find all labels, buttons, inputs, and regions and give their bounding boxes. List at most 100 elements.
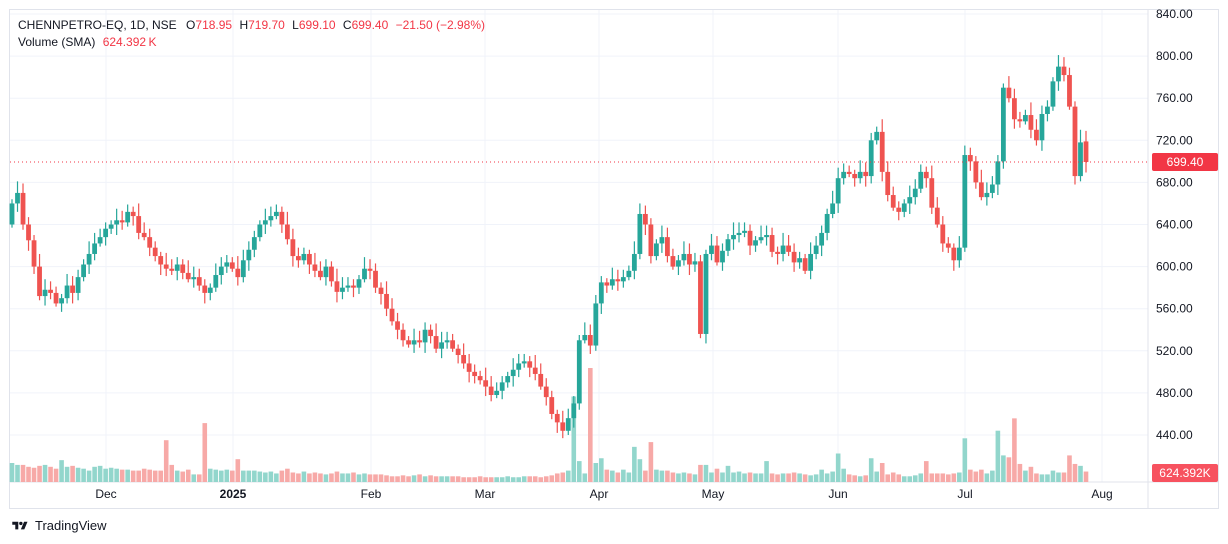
volume-bar xyxy=(417,474,422,482)
volume-bar xyxy=(1067,455,1072,482)
volume-bar xyxy=(395,476,400,482)
volume-bar xyxy=(604,469,610,482)
volume-label[interactable]: Volume (SMA) xyxy=(18,35,96,49)
volume-bar xyxy=(246,470,252,482)
candle-body xyxy=(995,161,1001,185)
candle-body xyxy=(81,264,86,278)
volume-bar xyxy=(973,471,979,482)
candle-body xyxy=(802,258,808,271)
candle-body xyxy=(780,245,786,254)
volume-bar xyxy=(59,460,64,482)
volume-bar xyxy=(802,474,808,482)
candle-body xyxy=(1061,66,1067,76)
x-axis-tick-label: Apr xyxy=(590,487,609,501)
candle-body xyxy=(70,285,75,293)
last-volume-badge: 624.392K xyxy=(1152,464,1218,482)
candle-body xyxy=(582,335,588,341)
candle-body xyxy=(483,380,489,387)
volume-bar xyxy=(477,476,483,482)
volume-bar xyxy=(758,473,764,482)
candle-body xyxy=(973,161,979,183)
volume-bar xyxy=(527,476,533,482)
candle-body xyxy=(75,277,81,293)
volume-bar xyxy=(428,475,433,482)
candle-body xyxy=(268,216,274,221)
volume-bar xyxy=(665,470,670,482)
candle-body xyxy=(681,253,687,261)
volume-bar xyxy=(86,470,92,482)
volume-bar xyxy=(901,476,907,482)
candle-body xyxy=(901,203,907,212)
x-axis-tick-label: May xyxy=(702,487,725,501)
volume-bar xyxy=(764,461,769,482)
volume-bar xyxy=(670,472,676,482)
candle-body xyxy=(631,253,637,271)
candle-body xyxy=(676,260,681,267)
candle-body xyxy=(37,266,42,297)
candle-body xyxy=(698,261,703,334)
volume-bar xyxy=(37,465,42,482)
candle-body xyxy=(813,245,819,254)
volume-bar xyxy=(400,475,406,482)
candle-body xyxy=(174,264,180,271)
volume-bar xyxy=(296,473,301,482)
candle-body xyxy=(565,418,571,431)
volume-bar xyxy=(637,459,643,482)
candle-body xyxy=(1034,129,1039,141)
candle-body xyxy=(824,213,830,233)
candle-body xyxy=(1083,141,1089,162)
candle-body xyxy=(742,230,747,233)
candle-body xyxy=(797,258,802,263)
last-price-badge: 699.40 xyxy=(1152,152,1218,171)
candle-body xyxy=(951,247,957,261)
brand-name[interactable]: TradingView xyxy=(35,518,107,533)
candle-body xyxy=(1045,106,1050,114)
volume-value: 624.392 K xyxy=(102,35,157,49)
volume-bar xyxy=(422,476,428,482)
ohlc-legend-row: CHENNPETRO-EQ, 1D, NSE O718.95 H719.70 L… xyxy=(18,17,485,34)
candle-body xyxy=(609,279,615,286)
candle-body xyxy=(384,293,389,309)
volume-bar xyxy=(196,474,202,482)
candle-body xyxy=(246,249,252,261)
candle-body xyxy=(692,261,698,265)
candle-body xyxy=(218,266,224,276)
volume-bar xyxy=(1023,470,1028,482)
candle-body xyxy=(444,340,450,343)
candle-body xyxy=(962,155,968,248)
volume-bar xyxy=(263,472,268,482)
volume-bar xyxy=(521,476,527,482)
volume-bar xyxy=(488,477,494,482)
symbol-label[interactable]: CHENNPETRO-EQ, 1D, NSE xyxy=(18,18,177,32)
volume-bar xyxy=(984,473,990,482)
tradingview-logo-icon xyxy=(12,521,28,529)
y-axis-tick-label: 720.00 xyxy=(1156,133,1193,147)
candle-body xyxy=(207,287,213,293)
candle-body xyxy=(576,340,582,404)
candle-body xyxy=(929,178,935,208)
candle-body xyxy=(378,287,384,294)
volume-bar xyxy=(979,469,984,482)
candle-body xyxy=(527,361,533,368)
volume-bar xyxy=(81,468,86,482)
volume-bar xyxy=(444,476,450,482)
volume-bar xyxy=(808,475,813,482)
candle-body xyxy=(725,239,731,251)
candle-body xyxy=(262,220,268,225)
volume-bar xyxy=(125,469,130,482)
volume-bar xyxy=(1028,466,1034,482)
candle-body xyxy=(764,235,769,238)
volume-bar xyxy=(786,473,791,482)
volume-bar xyxy=(31,467,37,482)
y-axis-tick-label: 480.00 xyxy=(1156,386,1193,400)
volume-bar xyxy=(1017,463,1023,482)
candle-body xyxy=(356,279,362,288)
candle-body xyxy=(863,171,869,177)
candle-body xyxy=(213,275,219,288)
candle-body xyxy=(351,285,356,288)
volume-bar xyxy=(450,476,455,482)
candle-body xyxy=(912,188,918,198)
x-axis-tick-label: 2025 xyxy=(220,487,247,501)
candle-body xyxy=(841,171,847,179)
